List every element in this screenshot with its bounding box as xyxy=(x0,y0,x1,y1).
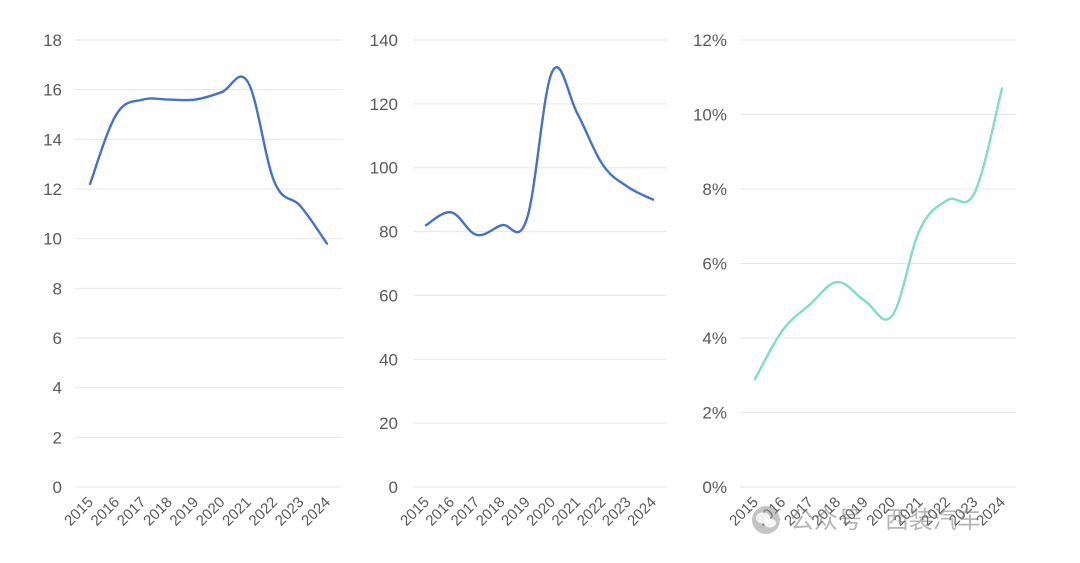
y-tick-label: 2% xyxy=(702,404,727,423)
y-tick-label: 4 xyxy=(53,379,62,398)
y-tick-label: 6 xyxy=(53,329,62,348)
x-tick-label: 2024 xyxy=(298,494,334,530)
watermark: 公众号 · 西装汽车 xyxy=(752,506,981,534)
y-tick-label: 18 xyxy=(43,31,62,50)
watermark-text: 公众号 · 西装汽车 xyxy=(790,506,981,534)
chart-panel-3: 0%2%4%6%8%10%12%201520162017201820192020… xyxy=(693,31,1016,529)
y-tick-label: 2 xyxy=(53,428,62,447)
series-line xyxy=(753,87,1004,381)
chart-panel-2: 0204060801001201402015201620172018201920… xyxy=(370,31,667,529)
y-tick-label: 20 xyxy=(379,414,398,433)
series-line xyxy=(88,75,329,245)
y-tick-label: 12% xyxy=(693,31,727,50)
y-tick-label: 16 xyxy=(43,81,62,100)
y-tick-label: 100 xyxy=(370,159,398,178)
y-tick-label: 140 xyxy=(370,31,398,50)
x-tick-label: 2021 xyxy=(219,494,255,530)
y-tick-label: 80 xyxy=(379,223,398,242)
x-tick-label: 2018 xyxy=(140,494,176,530)
y-tick-label: 10% xyxy=(693,106,727,125)
series-line xyxy=(424,66,655,237)
x-tick-label: 2019 xyxy=(167,494,203,530)
y-tick-label: 0% xyxy=(702,478,727,497)
x-tick-label: 2015 xyxy=(61,494,97,530)
y-tick-label: 60 xyxy=(379,286,398,305)
wechat-logo-icon xyxy=(752,506,780,534)
y-tick-label: 120 xyxy=(370,95,398,114)
y-tick-label: 10 xyxy=(43,230,62,249)
y-tick-label: 40 xyxy=(379,350,398,369)
y-tick-label: 8 xyxy=(53,279,62,298)
x-tick-label: 2017 xyxy=(114,494,150,530)
x-tick-label: 2016 xyxy=(88,494,124,530)
x-tick-label: 2023 xyxy=(272,494,308,530)
x-tick-label: 2020 xyxy=(193,494,229,530)
y-tick-label: 12 xyxy=(43,180,62,199)
x-tick-label: 2024 xyxy=(624,494,660,530)
y-tick-label: 0 xyxy=(53,478,62,497)
y-tick-label: 4% xyxy=(702,329,727,348)
y-tick-label: 8% xyxy=(702,180,727,199)
y-tick-label: 0 xyxy=(389,478,398,497)
y-tick-label: 14 xyxy=(43,130,62,149)
chart-panel-1: 0246810121416182015201620172018201920202… xyxy=(43,31,343,529)
y-tick-label: 6% xyxy=(702,255,727,274)
x-tick-label: 2022 xyxy=(246,494,282,530)
